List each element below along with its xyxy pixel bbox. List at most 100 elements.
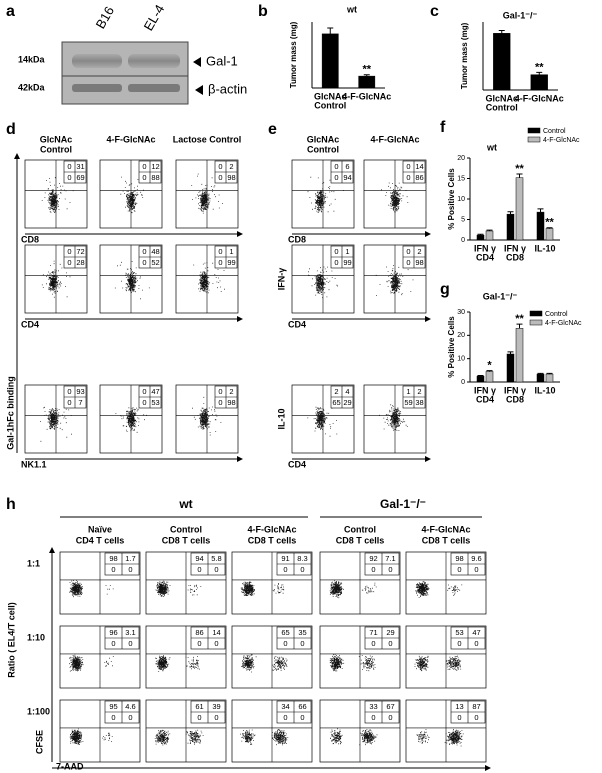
error-bar xyxy=(546,372,553,375)
y-axis-marker: CFSE xyxy=(34,730,44,754)
actin-band xyxy=(72,84,122,92)
bar xyxy=(515,177,524,241)
significance: ** xyxy=(362,64,371,76)
error-bar xyxy=(507,211,514,215)
quadrant-value: 0 xyxy=(197,713,201,722)
band-label: Gal-1 xyxy=(206,53,238,68)
quadrant-value: 98 xyxy=(109,554,117,563)
label-line: CD8 T cells xyxy=(162,535,211,545)
y-tick-label: 5 xyxy=(461,216,465,223)
quadrant-value: 48 xyxy=(151,247,159,256)
error-bar xyxy=(363,74,370,77)
quadrant-value: 0 xyxy=(67,387,71,396)
label-line: Control xyxy=(486,102,518,112)
error-bar xyxy=(477,233,484,236)
quadrant-value: 0 xyxy=(218,398,222,407)
quadrant-value: 0 xyxy=(457,565,461,574)
y-axis-label: Tumor mass (mg) xyxy=(460,22,469,89)
significance: ** xyxy=(535,61,544,73)
cell-dots xyxy=(415,581,463,598)
quadrant-value: 33 xyxy=(369,702,377,711)
quadrant-value: 0 xyxy=(406,162,410,171)
bar xyxy=(485,371,494,383)
bar xyxy=(506,353,515,383)
quadrant-value: 52 xyxy=(151,258,159,267)
cell-dots xyxy=(40,406,72,442)
quadrant-value: 0 xyxy=(406,247,410,256)
label-line: GlcNAc xyxy=(307,134,340,144)
bar xyxy=(476,234,485,241)
panel-letter: d xyxy=(6,121,16,138)
quadrant-value: 2 xyxy=(417,387,421,396)
quadrant-value: 1 xyxy=(406,387,410,396)
error-bar xyxy=(498,30,505,34)
quadrant-value: 0 xyxy=(214,639,218,648)
x-axis-label: CD8 xyxy=(21,234,39,244)
error-bar xyxy=(537,372,544,375)
y-tick-label: 20 xyxy=(457,332,465,339)
quadrant-value: 59 xyxy=(404,398,412,407)
quadrant-value: 98 xyxy=(415,258,423,267)
quadrant-value: 0 xyxy=(300,639,304,648)
y-tick-label: 30 xyxy=(457,309,465,316)
quadrant-value: 72 xyxy=(76,247,84,256)
quadrant-value: 0 xyxy=(300,713,304,722)
quadrant-value: 0 xyxy=(218,162,222,171)
quadrant-value: 4.6 xyxy=(125,702,135,711)
quadrant-value: 28 xyxy=(76,258,84,267)
label-line: IL-10 xyxy=(534,243,555,253)
label-line: 4-F-GlcNAc xyxy=(106,134,155,144)
quadrant-value: 0 xyxy=(67,162,71,171)
quadrant-value: 91 xyxy=(281,554,289,563)
bar xyxy=(536,211,545,241)
quadrant-value: 0 xyxy=(218,173,222,182)
quadrant-value: 47 xyxy=(151,387,159,396)
quadrant-value: 0 xyxy=(283,713,287,722)
label-line: CD8 xyxy=(506,252,524,262)
quadrant-value: 86 xyxy=(415,173,423,182)
y-tick-label: 10 xyxy=(457,196,465,203)
cell-dots xyxy=(307,406,338,437)
quadrant-value: 92 xyxy=(369,554,377,563)
quadrant-value: 6 xyxy=(345,162,349,171)
quadrant-value: 47 xyxy=(472,628,480,637)
quadrant-value: 61 xyxy=(195,702,203,711)
quadrant-value: 29 xyxy=(386,628,394,637)
label-line: CD4 T cells xyxy=(76,535,125,545)
quadrant-value: 0 xyxy=(142,398,146,407)
gal1-band xyxy=(128,54,180,68)
cell-dots xyxy=(115,407,147,433)
error-bar xyxy=(537,208,544,213)
quadrant-value: 0 xyxy=(457,639,461,648)
quadrant-value: 0 xyxy=(214,713,218,722)
bar xyxy=(493,33,511,91)
quadrant-value: 8.3 xyxy=(297,554,307,563)
cell-dots xyxy=(329,654,376,672)
quadrant-value: 0 xyxy=(406,258,410,267)
quadrant-value: 98 xyxy=(227,398,235,407)
quadrant-value: 0 xyxy=(334,173,338,182)
row-label: 1:10 xyxy=(27,632,45,642)
quadrant-value: 99 xyxy=(227,258,235,267)
cell-dots xyxy=(69,580,114,598)
quadrant-value: 38 xyxy=(415,398,423,407)
error-bar xyxy=(327,27,334,34)
label-line: GlcNAc xyxy=(40,134,73,144)
quadrant-value: 0 xyxy=(67,173,71,182)
bar xyxy=(536,373,545,383)
label-line: CD8 T cells xyxy=(336,535,385,545)
quadrant-value: 0 xyxy=(218,387,222,396)
cell-dots xyxy=(375,257,414,296)
legend-label: 4-F-GlcNAc xyxy=(543,137,580,144)
panel-letter: h xyxy=(6,496,16,513)
cell-dots xyxy=(192,396,222,436)
marker-label: 14kDa xyxy=(18,54,46,64)
quadrant-value: 0 xyxy=(474,713,478,722)
quadrant-value: 71 xyxy=(369,628,377,637)
quadrant-value: 0 xyxy=(371,713,375,722)
error-bar xyxy=(507,351,514,354)
quadrant-value: 98 xyxy=(227,173,235,182)
quadrant-value: 4 xyxy=(345,387,349,396)
legend-label: Control xyxy=(543,128,566,135)
quadrant-value: 67 xyxy=(386,702,394,711)
